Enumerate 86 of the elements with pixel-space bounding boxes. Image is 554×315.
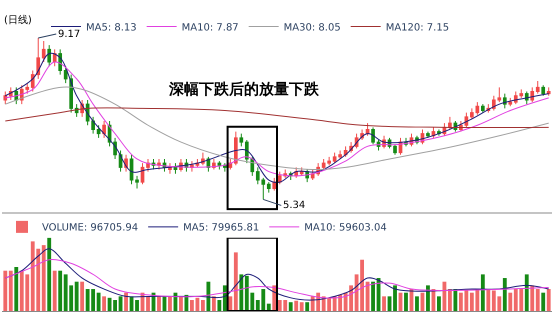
bar — [497, 296, 502, 311]
candlestick — [261, 177, 266, 200]
bar — [519, 289, 524, 311]
bar — [212, 296, 216, 311]
bar — [508, 292, 512, 311]
bar — [102, 296, 106, 311]
bar — [52, 270, 57, 311]
bar — [305, 302, 310, 311]
bar — [420, 292, 424, 311]
bar — [300, 302, 304, 311]
candlestick — [30, 70, 35, 92]
candlestick — [332, 152, 336, 164]
candlestick — [508, 97, 512, 107]
bar — [541, 292, 546, 311]
bar — [58, 270, 62, 311]
bar — [124, 292, 128, 311]
candlestick — [338, 150, 342, 160]
candlestick — [272, 177, 276, 192]
bar — [80, 282, 84, 311]
candlestick — [530, 86, 534, 103]
legend-label: MA5: 79965.81 — [183, 222, 260, 234]
candlestick — [464, 112, 468, 128]
candlestick — [536, 80, 540, 94]
bar — [288, 302, 293, 311]
candlestick — [541, 84, 546, 96]
legend-label: MA10: 7.87 — [182, 22, 239, 34]
bar — [415, 296, 419, 311]
candlestick — [502, 93, 507, 109]
legend-label: MA5: 8.13 — [86, 22, 137, 34]
candlestick — [327, 156, 331, 166]
bar — [174, 292, 178, 311]
candlestick — [476, 102, 480, 116]
bar — [480, 274, 485, 311]
bar — [278, 300, 282, 311]
bar — [398, 292, 402, 311]
bar — [437, 296, 441, 311]
candlestick — [102, 120, 106, 138]
bar — [294, 300, 298, 311]
bar — [546, 289, 551, 311]
candlestick — [239, 133, 244, 147]
candlestick — [519, 88, 524, 98]
annotation: 深幅下跌后的放量下跌 — [168, 80, 320, 98]
candlestick — [47, 44, 52, 67]
candlestick — [448, 116, 452, 130]
bar — [168, 296, 172, 311]
candlestick — [91, 116, 95, 134]
candlestick — [3, 91, 8, 105]
bar — [536, 289, 540, 311]
bar — [179, 296, 183, 311]
legend-label: MA10: 59603.04 — [304, 222, 387, 234]
candlestick — [492, 95, 496, 111]
bar — [410, 289, 414, 311]
bar — [206, 282, 210, 311]
bar — [426, 285, 430, 311]
candlestick — [426, 131, 430, 138]
candlestick — [470, 108, 474, 120]
legend-label: MA30: 8.05 — [284, 22, 341, 34]
bar — [382, 296, 386, 311]
candlestick — [64, 66, 68, 84]
bar — [453, 289, 458, 311]
bar — [432, 289, 436, 311]
text: 5.34 — [283, 200, 306, 211]
bar — [404, 292, 408, 311]
candlestick — [25, 82, 30, 94]
bar — [162, 296, 166, 311]
candlestick — [480, 104, 485, 114]
candlestick — [266, 182, 271, 194]
candlestick — [322, 158, 326, 170]
candlestick — [546, 86, 551, 96]
annotation: 9.17 — [58, 29, 80, 40]
candlestick — [218, 160, 222, 170]
bar — [283, 300, 288, 311]
legend-label: MA120: 7.15 — [386, 22, 450, 34]
bar — [25, 274, 30, 311]
bar — [157, 296, 161, 311]
candlestick — [96, 124, 100, 138]
candlestick — [168, 162, 172, 174]
candlestick — [36, 38, 40, 80]
legend-label: VOLUME: 96705.94 — [42, 222, 138, 234]
bar — [184, 294, 188, 311]
candlestick — [174, 162, 178, 174]
bar — [3, 270, 8, 311]
candlestick — [497, 86, 502, 103]
chart-title: (日线) — [4, 14, 32, 26]
candlestick — [256, 166, 260, 185]
candlestick — [42, 40, 46, 63]
